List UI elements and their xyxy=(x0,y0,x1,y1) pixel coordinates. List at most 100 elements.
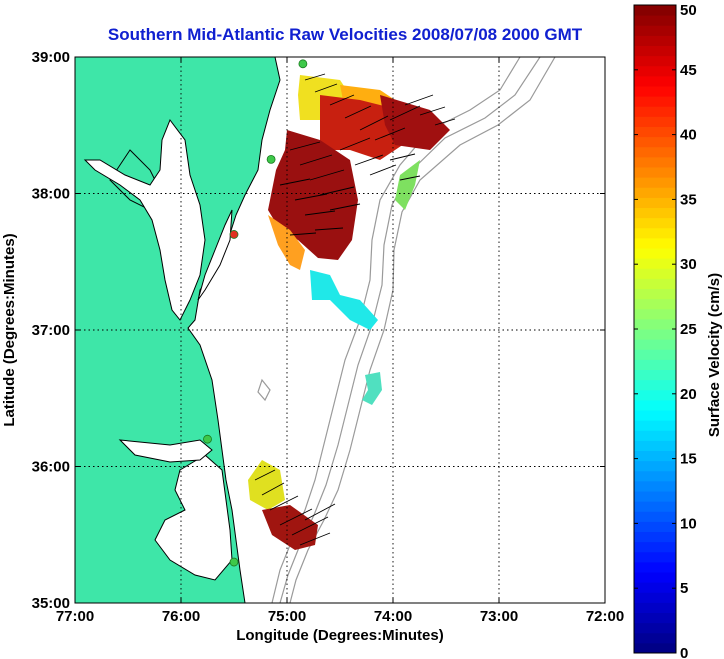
colorbar-segment xyxy=(634,480,676,492)
colorbar-segment xyxy=(634,511,676,522)
colorbar-segment xyxy=(634,298,676,310)
station-markers xyxy=(203,59,308,567)
colorbar-segment xyxy=(634,491,676,502)
colorbar-segment xyxy=(634,612,676,624)
colorbar-segment xyxy=(634,5,676,16)
colorbar-segment xyxy=(634,197,676,208)
colorbar-segment xyxy=(634,308,676,320)
colorbar-segment xyxy=(634,116,676,127)
colorbar-tick-label: 25 xyxy=(680,321,697,338)
colorbar-segment xyxy=(634,551,676,563)
colorbar-segment xyxy=(634,349,676,360)
colorbar-segment xyxy=(634,440,676,451)
chart-title: Southern Mid-Atlantic Raw Velocities 200… xyxy=(108,25,583,44)
colorbar-segment xyxy=(634,339,676,350)
colorbar-segment xyxy=(634,379,676,391)
colorbar-segment xyxy=(634,329,676,340)
colorbar-segment xyxy=(634,278,676,289)
colorbar-segment xyxy=(634,167,676,178)
y-tick-label: 35:00 xyxy=(32,595,70,612)
colorbar-segment xyxy=(634,146,676,158)
x-tick-label: 76:00 xyxy=(162,608,200,625)
colorbar-segment xyxy=(634,187,676,198)
colorbar-segment xyxy=(634,45,676,57)
colorbar-segment xyxy=(634,602,676,613)
colorbar-segment xyxy=(634,136,676,148)
colorbar-tick-label: 5 xyxy=(680,580,688,597)
colorbar-segment xyxy=(634,561,676,573)
y-ticks: 35:00 36:00 37:00 38:00 39:00 xyxy=(32,49,605,612)
colorbar-tick-label: 0 xyxy=(680,645,688,659)
x-tick-label: 77:00 xyxy=(56,608,94,625)
colorbar-segment xyxy=(634,582,676,593)
colorbar-segment xyxy=(634,359,676,370)
colorbar-segment xyxy=(634,410,676,421)
velocity-vectors xyxy=(254,73,456,546)
colorbar-tick-label: 50 xyxy=(680,2,697,19)
y-tick-label: 37:00 xyxy=(32,322,70,339)
colorbar-segment xyxy=(634,288,676,300)
colorbar-segment xyxy=(634,430,676,441)
colorbar-segment xyxy=(634,541,676,553)
colorbar-segment xyxy=(634,521,676,532)
colorbar-segment xyxy=(634,420,676,431)
colorbar-segment xyxy=(634,531,676,543)
colorbar-segment xyxy=(634,501,676,512)
colorbar-tick-label: 40 xyxy=(680,127,697,144)
colorbar-tick-label: 30 xyxy=(680,256,697,273)
y-tick-label: 36:00 xyxy=(32,459,70,476)
station-marker xyxy=(229,230,239,239)
colorbar-segment xyxy=(634,258,676,269)
colorbar-segment xyxy=(634,207,676,219)
colorbar-segment xyxy=(634,25,676,36)
colorbar: 0 5 10 15 20 25 30 35 40 45 50 xyxy=(633,2,697,659)
colorbar-segment xyxy=(634,35,676,46)
velocity-field xyxy=(248,75,450,550)
colorbar-tick-label: 10 xyxy=(680,515,697,532)
colorbar-segment xyxy=(634,75,676,87)
colorbar-segment xyxy=(634,96,676,107)
x-tick-label: 75:00 xyxy=(268,608,306,625)
colorbar-segment xyxy=(634,450,676,462)
station-marker xyxy=(266,154,276,164)
colorbar-segment xyxy=(634,156,676,168)
colorbar-segment xyxy=(634,227,676,239)
delmarva-inner xyxy=(197,209,233,301)
colorbar-segment xyxy=(634,318,676,330)
colorbar-segment xyxy=(634,237,676,249)
station-marker xyxy=(298,59,308,69)
station-marker xyxy=(229,557,239,567)
colorbar-segment xyxy=(634,106,676,117)
x-tick-label: 72:00 xyxy=(586,608,624,625)
colorbar-segment xyxy=(634,572,676,583)
colorbar-segment xyxy=(634,632,676,644)
grid-lines xyxy=(75,57,605,603)
map-area xyxy=(75,57,605,603)
albemarle-sound xyxy=(118,439,213,463)
colorbar-segment xyxy=(634,15,676,26)
colorbar-label: Surface Velocity (cm/s) xyxy=(706,273,723,437)
colorbar-segment xyxy=(634,65,676,77)
x-tick-label: 73:00 xyxy=(480,608,518,625)
colorbar-segment xyxy=(634,389,676,401)
colorbar-segment xyxy=(634,470,676,482)
colorbar-segment xyxy=(634,592,676,603)
colorbar-segment xyxy=(634,399,676,411)
x-axis-label: Longitude (Degrees:Minutes) xyxy=(236,627,444,644)
x-tick-label: 74:00 xyxy=(374,608,412,625)
pamlico-sound xyxy=(154,454,233,581)
colorbar-segment xyxy=(634,248,676,259)
y-axis-label: Latitude (Degrees:Minutes) xyxy=(1,233,18,426)
colorbar-segment xyxy=(634,642,676,654)
station-marker xyxy=(203,434,212,444)
colorbar-segment xyxy=(634,369,676,381)
colorbar-segment xyxy=(634,460,676,472)
colorbar-tick-label: 15 xyxy=(680,451,697,468)
colorbar-segment xyxy=(634,622,676,634)
x-ticks: 77:00 76:00 75:00 74:00 73:00 72:00 xyxy=(56,57,624,625)
colorbar-tick-label: 20 xyxy=(680,386,697,403)
colorbar-segment xyxy=(634,55,676,67)
colorbar-segment xyxy=(634,268,676,279)
colorbar-segment xyxy=(634,126,676,138)
colorbar-segment xyxy=(634,177,676,188)
